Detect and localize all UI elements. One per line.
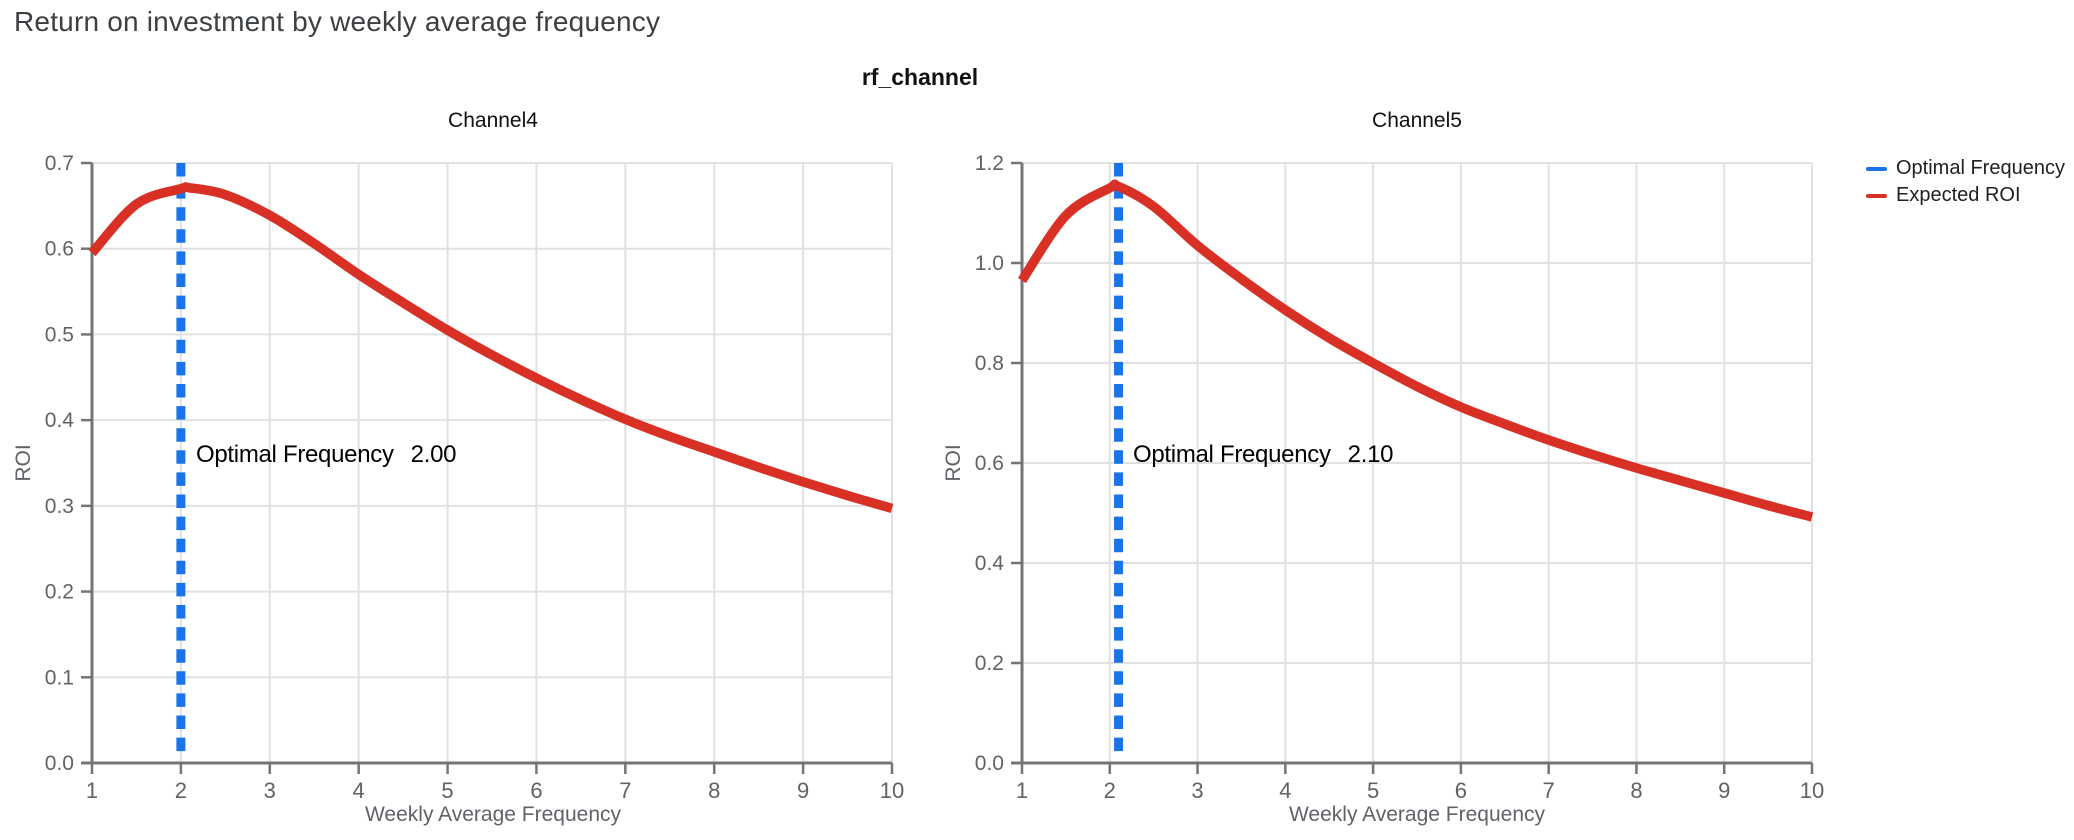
y-axis-title-left: ROI xyxy=(12,444,35,482)
legend: Optimal Frequency Expected ROI xyxy=(1866,157,2065,206)
optimal-frequency-annotation-channel5: Optimal Frequency 2.10 xyxy=(1133,441,1393,469)
legend-swatch-red-line-icon xyxy=(1866,193,1887,198)
svg-text:2: 2 xyxy=(175,778,187,803)
svg-text:0.6: 0.6 xyxy=(45,238,74,261)
svg-text:0.5: 0.5 xyxy=(45,323,74,346)
svg-text:10: 10 xyxy=(1800,778,1824,803)
svg-text:0.7: 0.7 xyxy=(45,152,74,175)
svg-text:4: 4 xyxy=(353,778,365,803)
legend-label: Optimal Frequency xyxy=(1896,157,2065,179)
svg-text:1.2: 1.2 xyxy=(975,152,1004,175)
svg-text:0.3: 0.3 xyxy=(45,495,74,518)
svg-text:0.4: 0.4 xyxy=(975,552,1005,575)
chart-graphics-channel5: 0.0 0.2 0.4 0.6 0.8 1.0 1.2 1 2 3 4 5 6 7 8 9 10 xyxy=(975,152,1824,803)
svg-text:9: 9 xyxy=(797,778,809,803)
page-title: Return on investment by weekly average f… xyxy=(14,6,661,37)
svg-text:5: 5 xyxy=(1367,778,1379,803)
gridlines xyxy=(1022,162,1813,763)
svg-text:0.4: 0.4 xyxy=(45,409,75,432)
svg-text:0.2: 0.2 xyxy=(45,581,74,604)
gridlines xyxy=(92,162,893,763)
chart-title-channel4: Channel4 xyxy=(448,109,538,132)
y-axis-title-right: ROI xyxy=(942,444,965,482)
tick-labels: 0.0 0.2 0.4 0.6 0.8 1.0 1.2 1 2 3 4 5 6 7 8 9 10 xyxy=(975,152,1824,803)
svg-text:1.0: 1.0 xyxy=(975,252,1004,275)
axes xyxy=(81,161,894,774)
svg-text:9: 9 xyxy=(1718,778,1730,803)
svg-text:6: 6 xyxy=(530,778,542,803)
optimal-frequency-annotation-channel4: Optimal Frequency 2.00 xyxy=(196,441,456,469)
chart-graphics-channel4: 0.0 0.1 0.2 0.3 0.4 0.5 0.6 0.7 1 2 3 4 5 6 7 8 9 10 xyxy=(45,152,904,803)
chart-area-channel4[interactable] xyxy=(92,163,892,763)
svg-text:0.0: 0.0 xyxy=(975,752,1004,775)
legend-label: Expected ROI xyxy=(1896,184,2021,206)
legend-item-optimal-frequency: Optimal Frequency xyxy=(1866,157,2065,179)
svg-text:3: 3 xyxy=(264,778,276,803)
svg-text:0.0: 0.0 xyxy=(45,752,74,775)
annotation-label: Optimal Frequency xyxy=(1133,441,1331,468)
svg-text:7: 7 xyxy=(1543,778,1555,803)
svg-text:4: 4 xyxy=(1279,778,1291,803)
svg-text:1: 1 xyxy=(86,778,98,803)
x-axis-title-right: Weekly Average Frequency xyxy=(1288,803,1546,826)
svg-text:6: 6 xyxy=(1455,778,1467,803)
expected-roi-curve xyxy=(1018,179,1814,522)
svg-text:3: 3 xyxy=(1191,778,1203,803)
facet-field-title: rf_channel xyxy=(861,64,979,90)
svg-text:8: 8 xyxy=(1630,778,1642,803)
expected-roi-curve xyxy=(88,182,894,513)
svg-text:0.2: 0.2 xyxy=(975,652,1004,675)
annotation-value: 2.00 xyxy=(410,441,457,468)
svg-text:0.8: 0.8 xyxy=(975,352,1004,375)
svg-text:0.1: 0.1 xyxy=(45,666,74,689)
chart-title-channel5: Channel5 xyxy=(1372,109,1462,132)
svg-text:2: 2 xyxy=(1104,778,1116,803)
svg-text:0.6: 0.6 xyxy=(975,452,1004,475)
svg-text:8: 8 xyxy=(708,778,720,803)
annotation-value: 2.10 xyxy=(1347,441,1394,468)
x-axis-title-left: Weekly Average Frequency xyxy=(364,803,622,826)
svg-text:5: 5 xyxy=(441,778,453,803)
annotation-label: Optimal Frequency xyxy=(196,441,394,468)
tick-labels: 0.0 0.1 0.2 0.3 0.4 0.5 0.6 0.7 1 2 3 4 5 6 7 8 9 10 xyxy=(45,152,904,803)
legend-item-expected-roi: Expected ROI xyxy=(1866,184,2065,206)
axes xyxy=(1011,161,1814,774)
svg-text:7: 7 xyxy=(619,778,631,803)
chart-area-channel5[interactable] xyxy=(1022,163,1812,763)
legend-swatch-blue-line-icon xyxy=(1866,166,1887,171)
svg-text:1: 1 xyxy=(1016,778,1028,803)
svg-text:10: 10 xyxy=(880,778,904,803)
